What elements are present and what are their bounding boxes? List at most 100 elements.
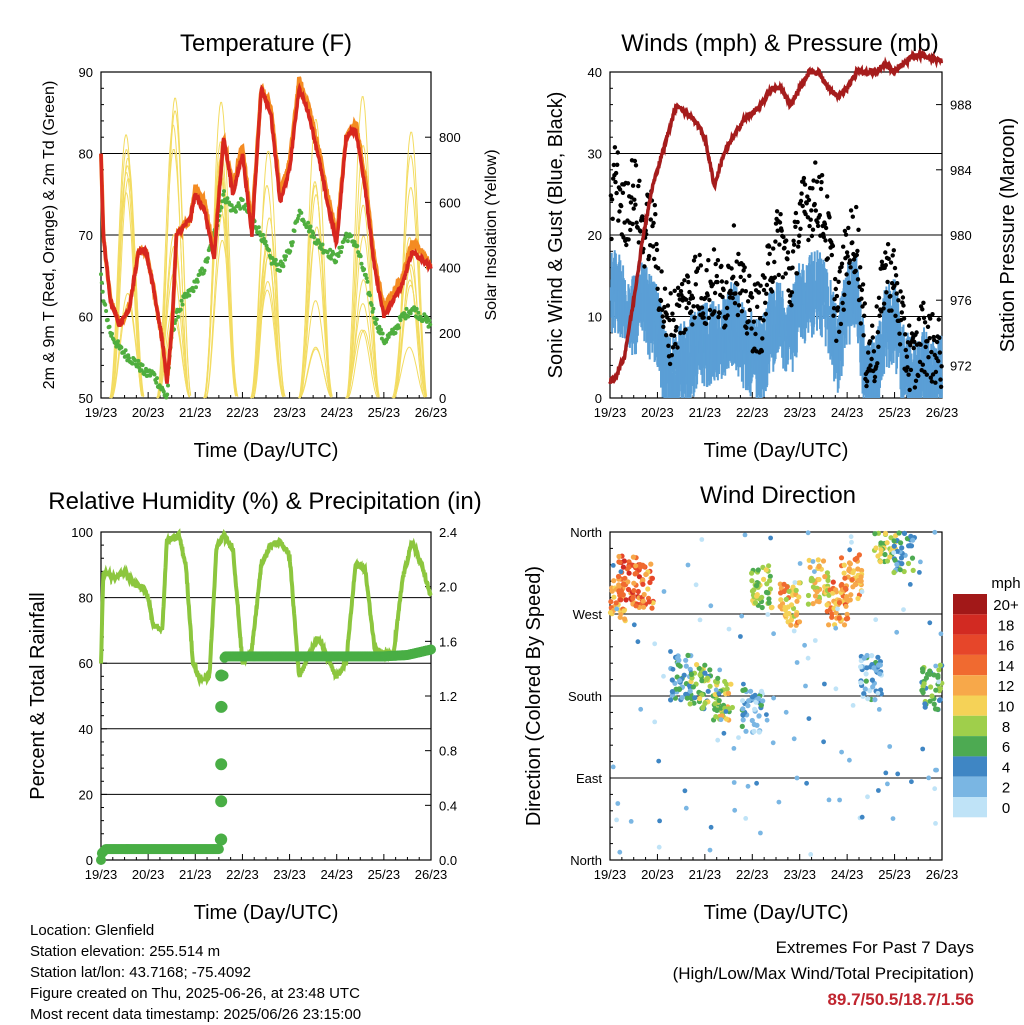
humidity-xtick-label: 26/23 bbox=[415, 867, 448, 882]
humidity-y2tick-label: 2.4 bbox=[439, 525, 457, 540]
gust-point bbox=[684, 305, 689, 311]
direction-point bbox=[933, 687, 939, 693]
dewpoint-point bbox=[364, 276, 369, 281]
dewpoint-point bbox=[104, 309, 109, 313]
direction-point bbox=[693, 582, 699, 588]
direction-point bbox=[807, 564, 813, 570]
gust-point bbox=[691, 258, 697, 263]
direction-point bbox=[626, 570, 632, 576]
direction-point bbox=[901, 568, 907, 575]
direction-point bbox=[614, 817, 619, 823]
gust-point bbox=[874, 304, 879, 309]
dewpoint-point bbox=[229, 203, 234, 208]
direction-point bbox=[668, 697, 674, 703]
direction-point bbox=[731, 780, 737, 785]
dewpoint-point bbox=[116, 339, 120, 344]
direction-point bbox=[841, 562, 847, 568]
gust-point bbox=[930, 312, 935, 317]
legend-swatch bbox=[953, 614, 987, 635]
direction-point bbox=[863, 678, 869, 684]
direction-point bbox=[761, 576, 767, 583]
direction-point bbox=[692, 695, 698, 701]
extremes-title: Extremes For Past 7 Days bbox=[775, 938, 974, 957]
temperature-y2tick-label: 200 bbox=[439, 326, 461, 341]
dewpoint-point bbox=[380, 331, 385, 336]
gust-point bbox=[673, 328, 678, 333]
gust-point bbox=[929, 379, 935, 384]
gust-point bbox=[689, 309, 694, 314]
solar-curve bbox=[299, 348, 332, 399]
direction-point bbox=[824, 608, 830, 614]
gust-point bbox=[787, 299, 792, 305]
dewpoint-point bbox=[137, 365, 142, 370]
dewpoint-point bbox=[205, 256, 210, 261]
direction-point bbox=[754, 780, 759, 786]
gust-point bbox=[892, 265, 898, 271]
solar-curve bbox=[298, 185, 332, 399]
gust-point bbox=[654, 247, 660, 253]
direction-point bbox=[872, 697, 878, 703]
dewpoint-point bbox=[296, 213, 301, 218]
gust-point bbox=[862, 313, 867, 318]
solar-curve bbox=[158, 97, 192, 399]
direction-point bbox=[769, 604, 775, 610]
direction-point bbox=[691, 700, 697, 706]
dewpoint-point bbox=[308, 224, 313, 229]
gust-point bbox=[761, 318, 766, 323]
gust-point bbox=[790, 265, 795, 270]
direction-point bbox=[846, 560, 853, 566]
gust-point bbox=[686, 279, 691, 285]
direction-ytick-label: South bbox=[568, 689, 602, 704]
direction-point bbox=[707, 847, 713, 853]
gust-point bbox=[671, 317, 676, 323]
dewpoint-point bbox=[369, 303, 374, 307]
gust-point bbox=[609, 236, 614, 242]
temperature-xtick-label: 25/23 bbox=[368, 405, 401, 420]
gust-point bbox=[710, 282, 715, 287]
legend-title: mph bbox=[991, 575, 1020, 592]
direction-point bbox=[921, 681, 927, 687]
gust-point bbox=[901, 303, 906, 308]
gust-point bbox=[735, 282, 740, 287]
gust-point bbox=[896, 298, 901, 303]
direction-point bbox=[870, 684, 876, 690]
direction-point bbox=[690, 684, 697, 690]
direction-point bbox=[906, 543, 912, 549]
gust-point bbox=[881, 306, 886, 311]
gust-point bbox=[897, 331, 902, 336]
gust-point bbox=[678, 330, 683, 336]
gust-point bbox=[669, 353, 674, 358]
gust-point bbox=[670, 345, 676, 350]
direction-xtick-label: 19/23 bbox=[594, 867, 627, 882]
direction-point bbox=[931, 701, 937, 707]
dewpoint-point bbox=[365, 279, 370, 284]
direction-point bbox=[803, 683, 808, 689]
direction-xtick-label: 24/23 bbox=[831, 867, 864, 882]
gust-point bbox=[662, 304, 667, 310]
gust-point bbox=[837, 269, 842, 274]
direction-point bbox=[742, 687, 748, 693]
dewpoint-point bbox=[180, 302, 185, 307]
direction-point bbox=[614, 606, 620, 612]
legend-label: 16 bbox=[998, 638, 1015, 655]
gust-point bbox=[894, 291, 899, 296]
gust-point bbox=[712, 309, 717, 314]
gust-point bbox=[929, 349, 934, 355]
gust-point bbox=[809, 233, 815, 239]
gust-point bbox=[692, 315, 697, 320]
direction-ytick-label: North bbox=[570, 853, 602, 868]
direction-point bbox=[633, 603, 639, 609]
gust-point bbox=[777, 220, 783, 225]
gust-point bbox=[772, 259, 777, 265]
gust-point bbox=[917, 359, 923, 365]
gust-point bbox=[707, 297, 712, 303]
gust-point bbox=[883, 263, 888, 268]
direction-point bbox=[894, 561, 900, 568]
direction-point bbox=[875, 654, 881, 660]
direction-point bbox=[805, 592, 812, 599]
legend-label: 20+ bbox=[993, 597, 1019, 614]
direction-point bbox=[907, 582, 913, 587]
gust-point bbox=[652, 203, 657, 208]
gust-point bbox=[738, 274, 743, 280]
dewpoint-point bbox=[408, 311, 413, 316]
